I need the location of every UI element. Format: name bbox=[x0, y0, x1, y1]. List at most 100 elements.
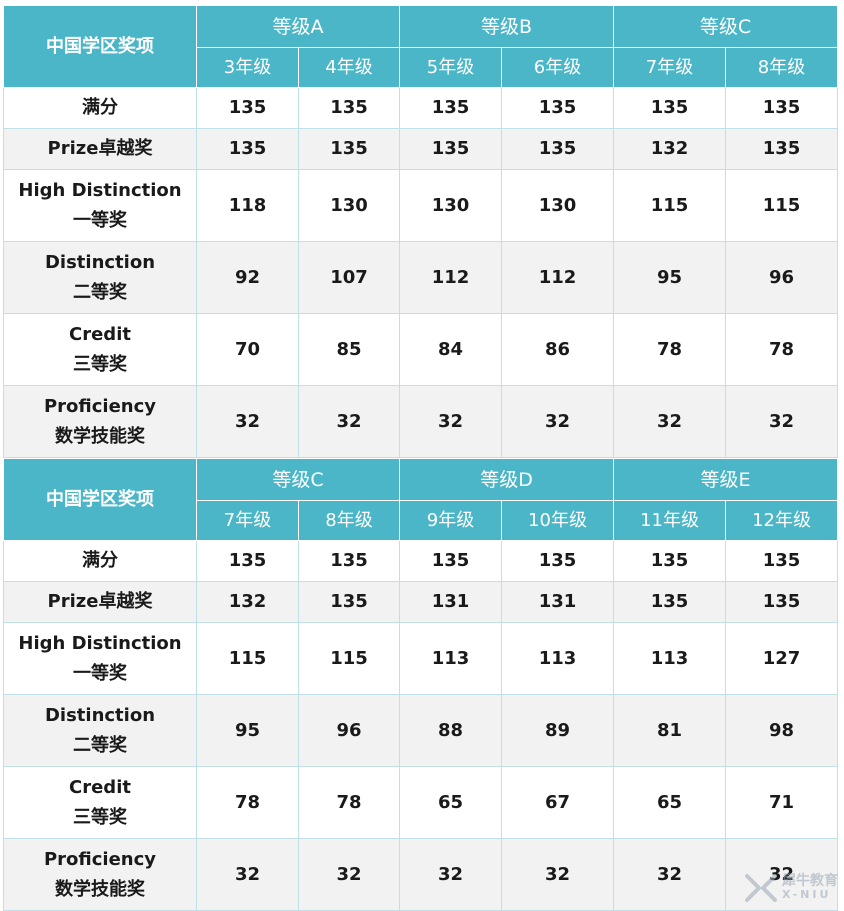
score-cell: 78 bbox=[196, 766, 299, 839]
award-name: High Distinction bbox=[18, 632, 182, 654]
award-cell: Proficiency 数学技能奖 bbox=[3, 385, 197, 458]
level-header: 等级E bbox=[613, 458, 839, 501]
score-cell: 96 bbox=[298, 694, 400, 767]
score-tables-container: 中国学区奖项 等级A 等级B 等级C 3年级 4年级 5年级 6年级 7年级 8… bbox=[3, 5, 839, 911]
watermark-latin: X-NIU bbox=[782, 888, 832, 901]
level-header: 等级C bbox=[613, 5, 839, 48]
award-cell: Prize卓越奖 bbox=[3, 128, 197, 170]
level-header: 等级D bbox=[398, 458, 615, 501]
score-table-2: 中国学区奖项 等级C 等级D 等级E 7年级 8年级 9年级 10年级 11年级… bbox=[3, 458, 839, 911]
award-cell: Distinction 二等奖 bbox=[3, 694, 197, 767]
award-name: Distinction bbox=[44, 251, 156, 273]
score-cell: 115 bbox=[725, 169, 839, 242]
score-cell: 70 bbox=[196, 313, 299, 386]
score-cell: 115 bbox=[613, 169, 727, 242]
grade-header: 11年级 bbox=[613, 500, 727, 541]
score-cell: 135 bbox=[613, 581, 727, 623]
score-cell: 131 bbox=[399, 581, 502, 623]
table-row: Distinction 二等奖 92 107 112 112 95 96 bbox=[3, 241, 839, 314]
grade-header: 6年级 bbox=[500, 47, 615, 88]
score-cell: 32 bbox=[725, 385, 839, 458]
table-row: Proficiency 数学技能奖 32 32 32 32 32 32 bbox=[3, 385, 839, 458]
score-cell: 95 bbox=[196, 694, 299, 767]
score-cell: 135 bbox=[613, 87, 727, 129]
score-cell: 112 bbox=[399, 241, 502, 314]
score-cell: 115 bbox=[298, 622, 400, 695]
score-cell: 135 bbox=[196, 128, 299, 170]
score-cell: 113 bbox=[399, 622, 502, 695]
level-header: 等级B bbox=[398, 5, 615, 48]
award-cell: Proficiency 数学技能奖 bbox=[3, 838, 197, 911]
score-cell: 67 bbox=[500, 766, 615, 839]
award-name: Proficiency bbox=[43, 848, 157, 870]
score-cell: 32 bbox=[725, 838, 839, 911]
table-row: Credit 三等奖 70 85 84 86 78 78 bbox=[3, 313, 839, 386]
score-cell: 135 bbox=[500, 87, 615, 129]
grade-header: 7年级 bbox=[196, 500, 299, 541]
score-cell: 135 bbox=[725, 540, 839, 582]
score-cell: 32 bbox=[196, 838, 299, 911]
award-name: 满分 bbox=[82, 550, 118, 571]
score-cell: 118 bbox=[196, 169, 299, 242]
score-cell: 135 bbox=[298, 581, 400, 623]
table-row: Credit 三等奖 78 78 65 67 65 71 bbox=[3, 766, 839, 839]
score-cell: 78 bbox=[613, 313, 727, 386]
award-cell: Distinction 二等奖 bbox=[3, 241, 197, 314]
level-header: 等级C bbox=[196, 458, 400, 501]
score-table-1: 中国学区奖项 等级A 等级B 等级C 3年级 4年级 5年级 6年级 7年级 8… bbox=[3, 5, 839, 458]
score-cell: 135 bbox=[399, 87, 502, 129]
score-cell: 135 bbox=[399, 128, 502, 170]
award-cell: High Distinction 一等奖 bbox=[3, 622, 197, 695]
score-cell: 96 bbox=[725, 241, 839, 314]
score-cell: 135 bbox=[725, 128, 839, 170]
grade-header: 3年级 bbox=[196, 47, 299, 88]
award-cell: Credit 三等奖 bbox=[3, 313, 197, 386]
grade-header: 8年级 bbox=[725, 47, 839, 88]
award-name: Prize卓越奖 bbox=[47, 591, 153, 612]
score-cell: 115 bbox=[196, 622, 299, 695]
score-cell: 135 bbox=[298, 540, 400, 582]
award-name: High Distinction bbox=[18, 179, 182, 201]
award-sub: 三等奖 bbox=[73, 806, 127, 828]
score-cell: 135 bbox=[725, 87, 839, 129]
score-cell: 112 bbox=[500, 241, 615, 314]
award-name: Credit bbox=[69, 323, 131, 345]
score-cell: 65 bbox=[613, 766, 727, 839]
score-cell: 78 bbox=[725, 313, 839, 386]
award-cell: Credit 三等奖 bbox=[3, 766, 197, 839]
corner-header: 中国学区奖项 bbox=[3, 458, 197, 541]
score-cell: 32 bbox=[399, 838, 502, 911]
award-sub: 二等奖 bbox=[73, 281, 127, 303]
score-cell: 135 bbox=[298, 128, 400, 170]
score-cell: 130 bbox=[399, 169, 502, 242]
score-cell: 135 bbox=[399, 540, 502, 582]
award-cell: 满分 bbox=[3, 540, 197, 582]
table-row: Proficiency 数学技能奖 32 32 32 32 32 32 bbox=[3, 838, 839, 911]
score-cell: 65 bbox=[399, 766, 502, 839]
corner-header: 中国学区奖项 bbox=[3, 5, 197, 88]
score-cell: 89 bbox=[500, 694, 615, 767]
watermark: 犀牛教育 X-NIU bbox=[744, 873, 838, 903]
score-cell: 135 bbox=[196, 87, 299, 129]
watermark-text: 犀牛教育 bbox=[782, 873, 838, 889]
grade-header: 10年级 bbox=[500, 500, 615, 541]
score-cell: 32 bbox=[298, 385, 400, 458]
score-cell: 32 bbox=[613, 838, 727, 911]
score-cell: 135 bbox=[500, 540, 615, 582]
award-sub: 三等奖 bbox=[73, 353, 127, 375]
score-cell: 127 bbox=[725, 622, 839, 695]
score-cell: 132 bbox=[196, 581, 299, 623]
score-cell: 135 bbox=[196, 540, 299, 582]
award-name: Credit bbox=[69, 776, 131, 798]
award-sub: 一等奖 bbox=[73, 662, 127, 684]
score-cell: 135 bbox=[725, 581, 839, 623]
grade-header: 7年级 bbox=[613, 47, 727, 88]
grade-header: 8年级 bbox=[298, 500, 400, 541]
table-row: 满分 135 135 135 135 135 135 bbox=[3, 87, 839, 129]
score-cell: 32 bbox=[613, 385, 727, 458]
score-cell: 88 bbox=[399, 694, 502, 767]
score-cell: 32 bbox=[196, 385, 299, 458]
award-cell: 满分 bbox=[3, 87, 197, 129]
score-cell: 84 bbox=[399, 313, 502, 386]
table-row: Prize卓越奖 132 135 131 131 135 135 bbox=[3, 581, 839, 623]
